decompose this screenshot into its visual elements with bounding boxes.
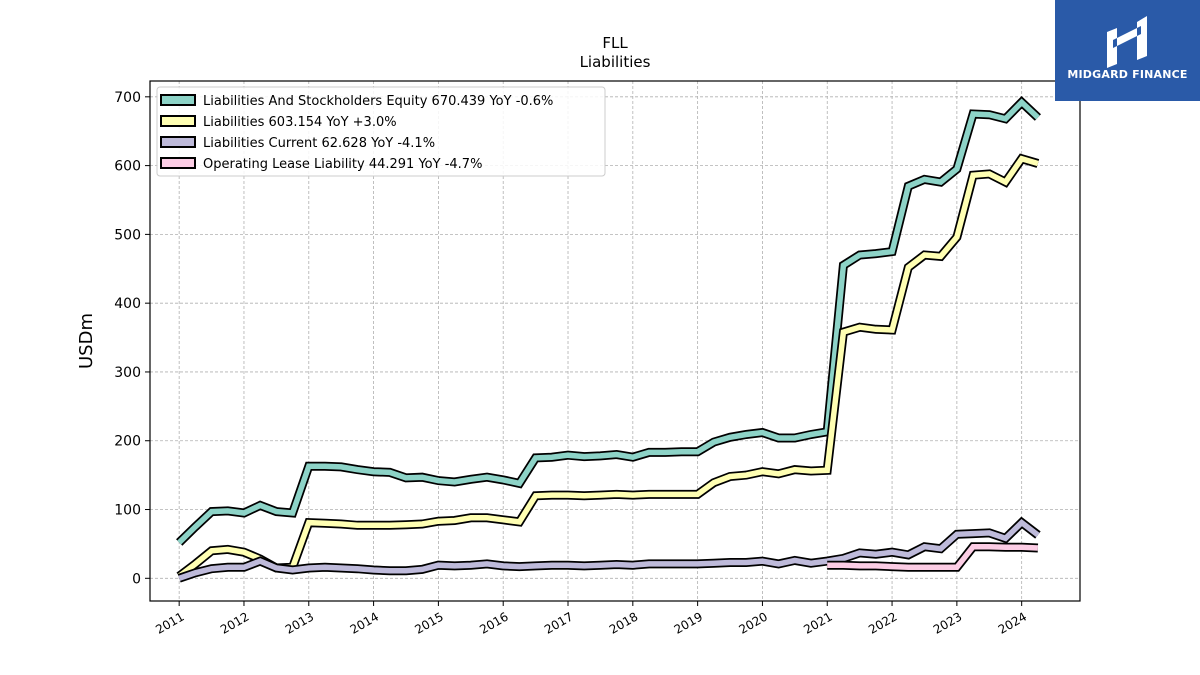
series-layer — [176, 96, 1041, 583]
x-tick-label: 2024 — [996, 609, 1029, 636]
y-tick-label: 400 — [114, 296, 141, 312]
x-tick-label: 2015 — [412, 609, 445, 636]
x-tick-label: 2021 — [801, 609, 834, 636]
series-line — [177, 155, 1039, 579]
legend[interactable]: Liabilities And Stockholders Equity 670.… — [156, 86, 606, 177]
y-tick-label: 600 — [114, 159, 141, 175]
x-tick-label: 2016 — [477, 609, 510, 636]
x-tick-label: 2023 — [931, 609, 964, 636]
y-tick-label: 200 — [114, 434, 141, 450]
x-tick-label: 2022 — [866, 609, 899, 636]
y-axis: 0 100 200 300 400 500 600 700 — [114, 90, 150, 587]
legend-swatch — [160, 115, 196, 127]
series-line — [177, 98, 1040, 545]
legend-entry-label: Liabilities And Stockholders Equity 670.… — [203, 94, 553, 109]
legend-swatch — [160, 94, 196, 106]
brand-name: MIDGARD FINANCE — [1067, 68, 1188, 81]
x-tick-label: 2019 — [672, 609, 705, 636]
legend-box — [156, 86, 606, 177]
y-tick-label: 0 — [132, 571, 141, 587]
series-line — [178, 518, 1040, 581]
brand-monogram-icon — [1107, 16, 1147, 68]
legend-entry-label: Liabilities 603.154 YoY +3.0% — [203, 115, 397, 130]
legend-entry-label: Operating Lease Liability 44.291 YoY -4.… — [203, 157, 482, 172]
chart-title: FLL — [602, 34, 628, 52]
x-tick-label: 2013 — [283, 609, 316, 636]
y-axis-label: USDm — [76, 313, 97, 369]
x-tick-label: 2018 — [607, 609, 640, 636]
series-line — [827, 543, 1039, 571]
x-tick-label: 2011 — [153, 609, 186, 636]
y-tick-label: 300 — [114, 365, 141, 381]
x-tick-label: 2020 — [736, 609, 769, 636]
legend-swatch — [160, 157, 196, 169]
series-line-outline — [176, 153, 1040, 580]
y-tick-label: 700 — [114, 90, 141, 106]
legend-swatch — [160, 136, 196, 148]
x-axis: 2011 2012 2013 2014 2015 2016 2017 2018 2019 2020… — [153, 601, 1029, 637]
brand-logo: MIDGARD FINANCE — [1055, 0, 1200, 101]
x-tick-label: 2012 — [218, 609, 251, 636]
y-tick-label: 100 — [114, 503, 141, 519]
plot-frame — [149, 80, 1081, 602]
x-tick-label: 2017 — [542, 609, 575, 636]
legend-entry-label: Liabilities Current 62.628 YoY -4.1% — [203, 136, 435, 151]
chart-subtitle: Liabilities — [580, 53, 651, 71]
x-tick-label: 2014 — [348, 609, 381, 636]
y-tick-label: 500 — [114, 227, 141, 243]
